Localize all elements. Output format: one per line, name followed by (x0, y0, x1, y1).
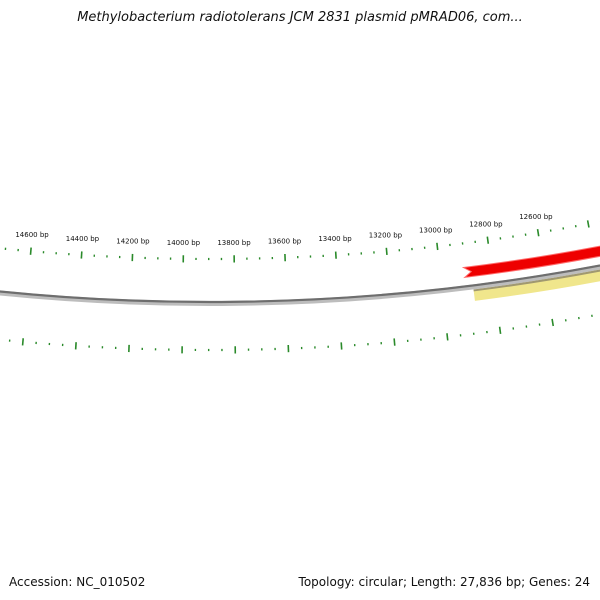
reverse-gene[interactable] (473, 261, 600, 301)
map-title: Methylobacterium radiotolerans JCM 2831 … (77, 10, 523, 25)
tick-label: 14400 bp (66, 235, 100, 243)
tick-label-group: 12600 bp 12800 bp 13000 bp 13200 bp 13400 bp… (15, 213, 553, 247)
inner-ring-major-tick (498, 326, 502, 334)
tick-label: 14000 bp (167, 239, 201, 247)
tick-label: 13600 bp (268, 238, 302, 246)
tick-label: 12800 bp (469, 220, 503, 228)
inner-ring-major-tick (446, 333, 449, 341)
outer-ring-major-tick (586, 220, 590, 228)
tick-label: 13000 bp (419, 226, 453, 234)
accession-label: Accession: NC_010502 (9, 575, 146, 589)
outer-ring-major-tick (486, 236, 490, 244)
inner-ring-major-tick (393, 338, 396, 346)
forward-gene[interactable] (461, 238, 600, 279)
inner-ring-major-tick (551, 318, 555, 327)
topology-summary: Topology: circular; Length: 27,836 bp; G… (298, 575, 590, 589)
inner-ring-major-tick (21, 338, 25, 346)
outer-ring-major-tick (436, 242, 439, 251)
tick-label: 14200 bp (116, 238, 150, 246)
outer-ring-major-tick (29, 247, 32, 255)
tick-label: 13800 bp (217, 239, 251, 247)
plasmid-backbone (0, 264, 600, 304)
gene-track (461, 238, 600, 301)
backbone-shadow (0, 264, 600, 306)
tick-label: 13200 bp (369, 231, 403, 239)
reverse-gene-edge (473, 269, 600, 292)
tick-label: 14600 bp (15, 231, 49, 239)
outer-tick-ring (4, 220, 600, 263)
inner-tick-ring (8, 314, 593, 354)
outer-ring-major-tick (536, 228, 540, 237)
tick-label: 12600 bp (519, 213, 553, 221)
tick-label: 13400 bp (318, 235, 352, 243)
outer-ring-major-tick (385, 247, 388, 256)
